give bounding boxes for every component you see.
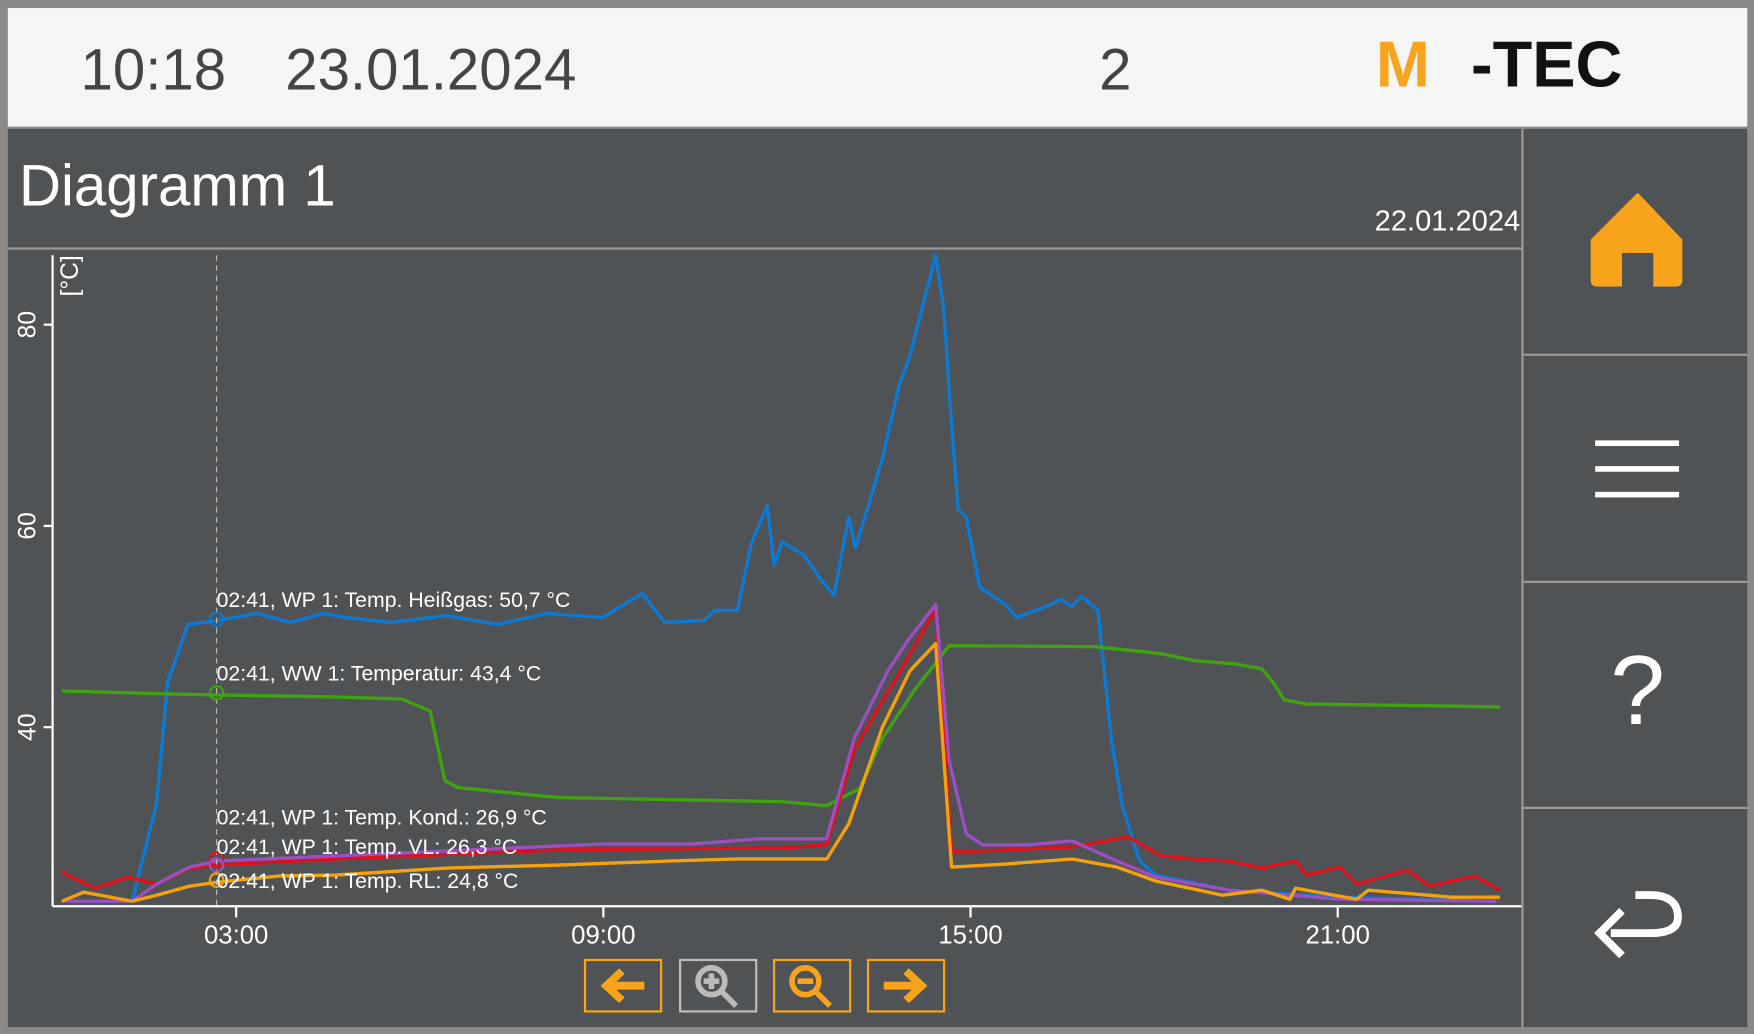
series-line	[61, 607, 1501, 892]
cursor-label: 02:41, WW 1: Temperatur: 43,4 °C	[217, 662, 542, 686]
x-tick-label: 21:00	[1306, 921, 1370, 949]
arrow-right-icon	[883, 968, 928, 1004]
cursor-marker	[208, 857, 225, 873]
zoom-in-icon	[703, 973, 739, 1008]
header-bar	[7, 8, 1748, 127]
back-icon	[1594, 907, 1625, 959]
chart-date: 22.01.2024	[1375, 205, 1521, 237]
cursor-marker	[208, 685, 225, 701]
cursor-label: 02:41, WP 1: Temp. VL: 26,3 °C	[217, 835, 518, 859]
cursor-label: 02:41, WP 1: Temp. Kond.: 26,9 °C	[217, 805, 547, 829]
zoom-in-icon	[695, 965, 728, 998]
clock: 10:18	[81, 37, 227, 102]
chart-title: Diagramm 1	[19, 154, 336, 219]
prev-button[interactable]	[583, 958, 663, 1013]
plot: 40 60 80 03:00 09:00 15:00 21:00 02:41, WP 1: T…	[15, 253, 1501, 949]
help-button[interactable]: ?	[1610, 635, 1665, 745]
x-tick-label: 03:00	[204, 921, 268, 949]
y-tick-label: 60	[15, 512, 42, 539]
cursor-label: 02:41, WP 1: Temp. RL: 24,8 °C	[217, 869, 519, 893]
series-line	[61, 253, 1497, 903]
y-tick-label: 80	[15, 311, 42, 338]
zoom-in-button[interactable]	[679, 958, 758, 1013]
y-axis-unit: [°C]	[57, 255, 84, 296]
series-line	[61, 602, 1497, 903]
button-frame	[866, 958, 946, 1013]
y-tick-label: 40	[15, 713, 42, 740]
next-button[interactable]	[866, 958, 946, 1013]
date: 23.01.2024	[285, 37, 576, 102]
zoom-out-icon	[789, 965, 822, 998]
cursor-label: 02:41, WP 1: Temp. Heißgas: 50,7 °C	[217, 588, 571, 612]
back-button[interactable]	[1594, 891, 1682, 959]
zoom-out-button[interactable]	[772, 958, 852, 1013]
x-tick-label: 09:00	[571, 921, 635, 949]
cursor-marker	[208, 851, 225, 867]
device-number: 2	[1099, 37, 1131, 102]
zoom-out-icon	[797, 978, 832, 1008]
logo-tec: -TEC	[1471, 28, 1622, 101]
cursor-marker	[208, 872, 225, 888]
button-frame	[583, 958, 663, 1013]
cursor-marker	[208, 611, 225, 628]
button-frame	[679, 958, 758, 1013]
logo-m: M	[1376, 28, 1430, 101]
button-frame	[772, 958, 852, 1013]
arrow-left-icon	[600, 968, 645, 1004]
home-button[interactable]	[1590, 192, 1683, 287]
x-tick-label: 15:00	[938, 921, 1002, 949]
back-icon	[1610, 891, 1682, 938]
home-icon	[1590, 192, 1683, 287]
series-line	[61, 641, 1500, 903]
menu-button[interactable]	[1595, 440, 1680, 498]
